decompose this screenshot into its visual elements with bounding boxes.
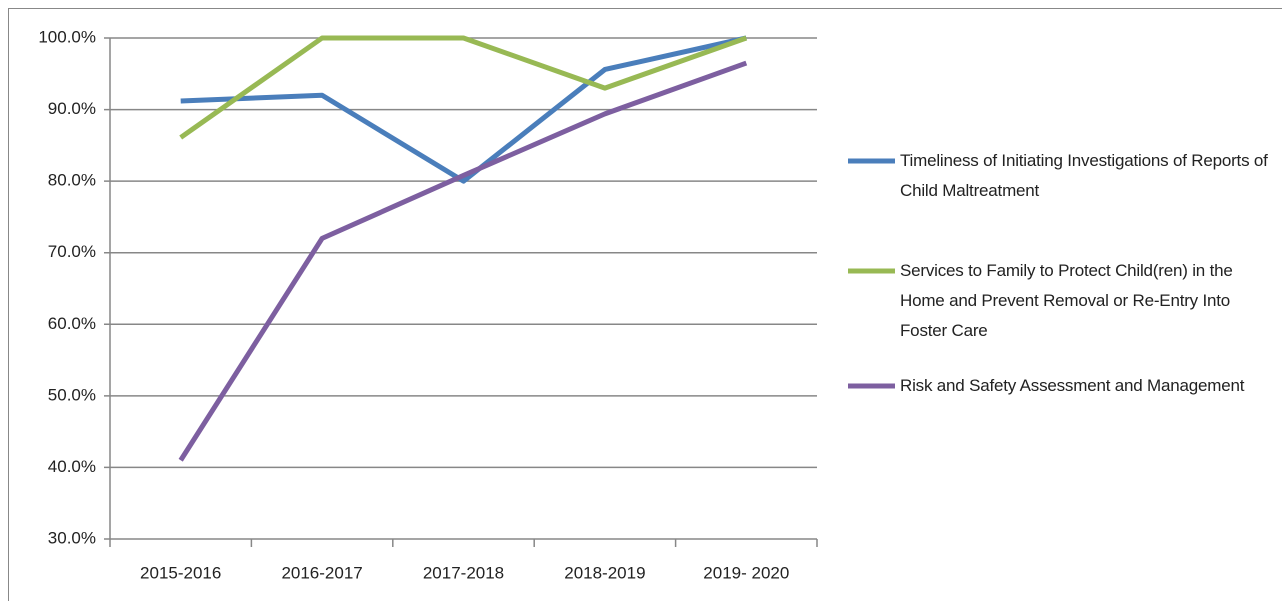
series-line: [180, 35, 747, 184]
series-line: [179, 35, 748, 140]
x-tick-label: 2019- 2020: [703, 563, 789, 582]
x-tick-label: 2018-2019: [564, 563, 645, 582]
legend-label: Risk and Safety Assessment and Managemen…: [900, 376, 1245, 395]
y-tick-label: 80.0%: [48, 171, 96, 190]
y-tick-label: 100.0%: [38, 27, 96, 46]
y-tick-label: 40.0%: [48, 457, 96, 476]
x-tick-label: 2017-2018: [423, 563, 504, 582]
chart-frame: [8, 8, 1282, 601]
series-line: [178, 60, 748, 462]
x-tick-label: 2015-2016: [140, 563, 221, 582]
y-tick-label: 90.0%: [48, 99, 96, 118]
y-tick-label: 50.0%: [48, 385, 96, 404]
y-tick-label: 60.0%: [48, 314, 96, 333]
x-tick-label: 2016-2017: [281, 563, 362, 582]
legend-label: Timeliness of Initiating Investigations …: [900, 151, 1268, 200]
legend-label: Services to Family to Protect Child(ren)…: [900, 261, 1233, 340]
y-tick-label: 30.0%: [48, 528, 96, 547]
y-tick-label: 70.0%: [48, 242, 96, 261]
